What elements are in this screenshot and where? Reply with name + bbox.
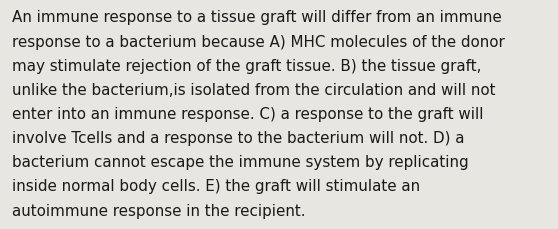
Text: enter into an immune response. C) a response to the graft will: enter into an immune response. C) a resp… [12, 106, 484, 121]
Text: bacterium cannot escape the immune system by replicating: bacterium cannot escape the immune syste… [12, 155, 469, 169]
Text: unlike the bacterium,is isolated from the circulation and will not: unlike the bacterium,is isolated from th… [12, 82, 496, 97]
Text: autoimmune response in the recipient.: autoimmune response in the recipient. [12, 203, 306, 218]
Text: response to a bacterium because A) MHC molecules of the donor: response to a bacterium because A) MHC m… [12, 34, 505, 49]
Text: An immune response to a tissue graft will differ from an immune: An immune response to a tissue graft wil… [12, 10, 502, 25]
Text: involve Tcells and a response to the bacterium will not. D) a: involve Tcells and a response to the bac… [12, 131, 465, 145]
Text: inside normal body cells. E) the graft will stimulate an: inside normal body cells. E) the graft w… [12, 179, 420, 194]
Text: may stimulate rejection of the graft tissue. B) the tissue graft,: may stimulate rejection of the graft tis… [12, 58, 482, 73]
